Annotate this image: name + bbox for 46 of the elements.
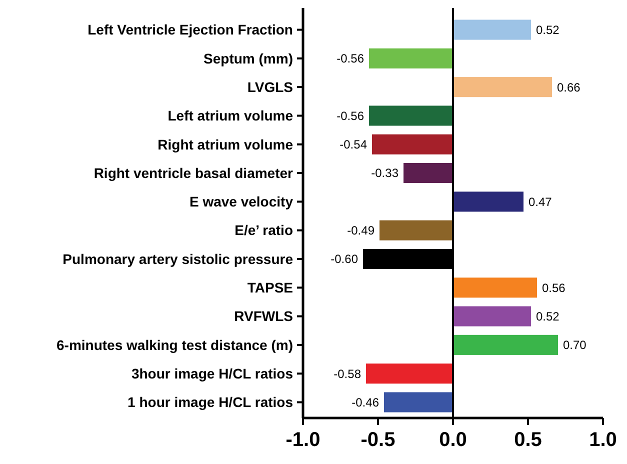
- bar: [453, 77, 552, 98]
- y-tick-label: Septum (mm): [204, 50, 293, 66]
- y-tick-label: LVGLS: [247, 78, 293, 95]
- y-tick-label: Left Ventricle Ejection Fraction: [88, 22, 293, 38]
- data-label: -0.46: [352, 395, 380, 410]
- bar: [404, 162, 453, 184]
- data-label: 0.52: [536, 22, 560, 37]
- data-label: 0.47: [528, 194, 552, 209]
- data-label: -0.33: [371, 166, 399, 180]
- data-label: 0.66: [557, 80, 581, 94]
- x-tick-label: -0.5: [360, 429, 396, 451]
- data-label: 0.52: [536, 309, 560, 324]
- y-tick-label: Right ventricle basal diameter: [94, 164, 294, 181]
- bar: [384, 392, 453, 412]
- y-tick-label: TAPSE: [247, 280, 293, 296]
- data-label: -0.49: [347, 224, 375, 238]
- bar: [453, 192, 524, 212]
- y-tick-label: 6-minutes walking test distance (m): [56, 336, 293, 353]
- data-label: 0.70: [563, 338, 587, 352]
- y-tick-label: 1 hour image H/CL ratios: [128, 394, 294, 410]
- x-tick-label: 0.0: [439, 429, 467, 451]
- x-tick-label: 1.0: [589, 429, 617, 451]
- bar: [380, 220, 453, 240]
- y-tick-label: RVFWLS: [234, 308, 293, 324]
- bar: [453, 306, 531, 326]
- data-label: 0.56: [542, 280, 566, 295]
- data-label: -0.58: [334, 366, 362, 381]
- bar: [369, 106, 453, 126]
- y-tick-label: 3hour image H/CL ratios: [131, 365, 294, 382]
- bar: [369, 48, 453, 68]
- bar: [366, 364, 453, 384]
- y-tick-label: Right atrium volume: [158, 136, 294, 152]
- bar: [453, 334, 558, 355]
- bar: [372, 134, 453, 154]
- y-tick-label: E wave velocity: [189, 194, 294, 210]
- data-label: -0.60: [330, 252, 358, 266]
- bar: [453, 278, 537, 298]
- y-tick-label: Pulmonary artery sistolic pressure: [62, 250, 294, 267]
- data-label: -0.54: [340, 138, 368, 152]
- data-label: -0.56: [336, 52, 364, 66]
- y-tick-label: E/e’ ratio: [234, 222, 293, 238]
- x-tick-label: -1.0: [286, 429, 320, 451]
- x-tick-label: 0.5: [514, 429, 542, 451]
- bar: [453, 20, 531, 40]
- y-tick-label: Left atrium volume: [168, 108, 294, 124]
- data-label: -0.56: [336, 108, 364, 123]
